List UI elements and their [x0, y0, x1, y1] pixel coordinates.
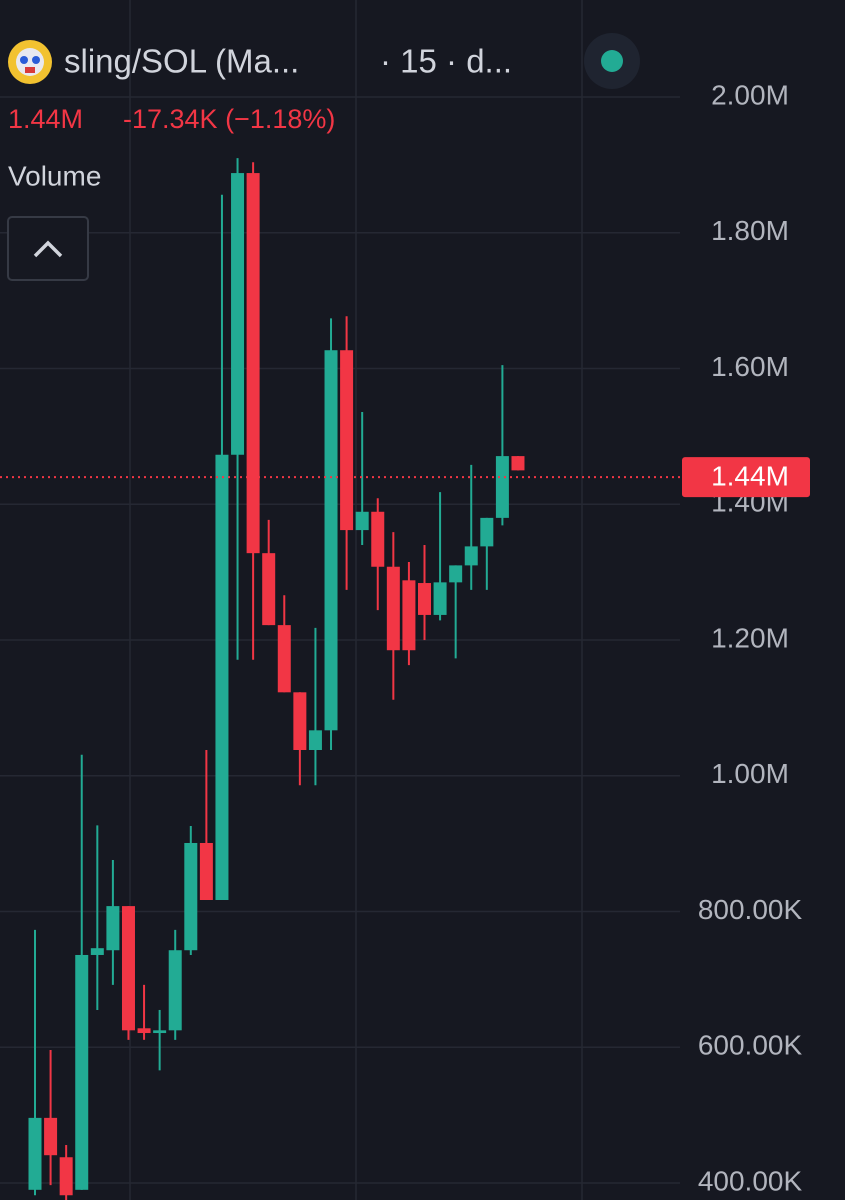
- symbol-icon-eye: [32, 56, 40, 64]
- candle-body: [433, 582, 447, 615]
- candle-body: [184, 842, 198, 951]
- candle-body: [495, 456, 509, 518]
- y-tick-label: 400.00K: [698, 1165, 803, 1196]
- symbol-icon-face: [16, 48, 44, 76]
- candle-body: [293, 692, 307, 750]
- candle-body: [137, 1028, 151, 1034]
- grid: [0, 0, 680, 1200]
- candle-body: [153, 1030, 167, 1034]
- candle-body: [386, 566, 400, 651]
- y-tick-label: 2.00M: [711, 79, 789, 110]
- y-axis: 400.00K600.00K800.00K1.00M1.20M1.40M1.60…: [682, 79, 810, 1196]
- candle-body: [246, 173, 260, 554]
- collapse-button[interactable]: [7, 216, 89, 281]
- candle-body: [464, 546, 478, 566]
- candle-body: [355, 511, 369, 531]
- candle-body: [324, 350, 338, 731]
- symbol-icon-eye: [20, 56, 28, 64]
- candle-body: [215, 454, 229, 900]
- candle-body: [44, 1117, 58, 1156]
- chevron-icon: [33, 240, 63, 258]
- candle-body: [90, 948, 104, 955]
- candle-body: [262, 553, 276, 626]
- candle-body: [106, 906, 120, 951]
- y-tick-label: 600.00K: [698, 1030, 803, 1061]
- candle-body: [59, 1157, 73, 1196]
- candle-body: [340, 350, 354, 531]
- indicator-label[interactable]: Volume: [8, 160, 101, 191]
- candle-body: [75, 954, 89, 1190]
- y-tick-label: 800.00K: [698, 894, 803, 925]
- candle-body: [199, 842, 213, 900]
- price-tag-label: 1.44M: [711, 461, 789, 492]
- candle-body: [308, 730, 322, 750]
- candle-body: [371, 511, 385, 567]
- candle-body: [28, 1117, 42, 1190]
- y-tick-label: 1.80M: [711, 215, 789, 246]
- price-change: -17.34K (−1.18%): [123, 104, 335, 134]
- header: sling/SOL (Ma... · 15 · d... 1.44M -17.3…: [7, 33, 640, 281]
- candle-body: [511, 456, 525, 471]
- y-tick-label: 1.00M: [711, 758, 789, 789]
- candle-body: [168, 950, 182, 1031]
- candle-body: [449, 565, 463, 583]
- price-tag: [682, 457, 810, 498]
- y-tick-label: 1.60M: [711, 351, 789, 382]
- symbol-title[interactable]: sling/SOL (Ma...: [64, 43, 299, 80]
- candle-body: [277, 625, 291, 693]
- symbol-icon-mouth: [25, 67, 35, 73]
- last-price: 1.44M: [8, 104, 83, 134]
- candle-body: [402, 580, 416, 651]
- interval[interactable]: · 15 · d...: [380, 43, 512, 80]
- plot-area: [0, 158, 682, 1200]
- y-tick-label: 1.20M: [711, 622, 789, 653]
- status-dot: [601, 50, 623, 72]
- candle-body: [121, 906, 135, 1031]
- candle-body: [231, 173, 245, 455]
- candle-body: [480, 517, 494, 547]
- candle-body: [418, 583, 431, 615]
